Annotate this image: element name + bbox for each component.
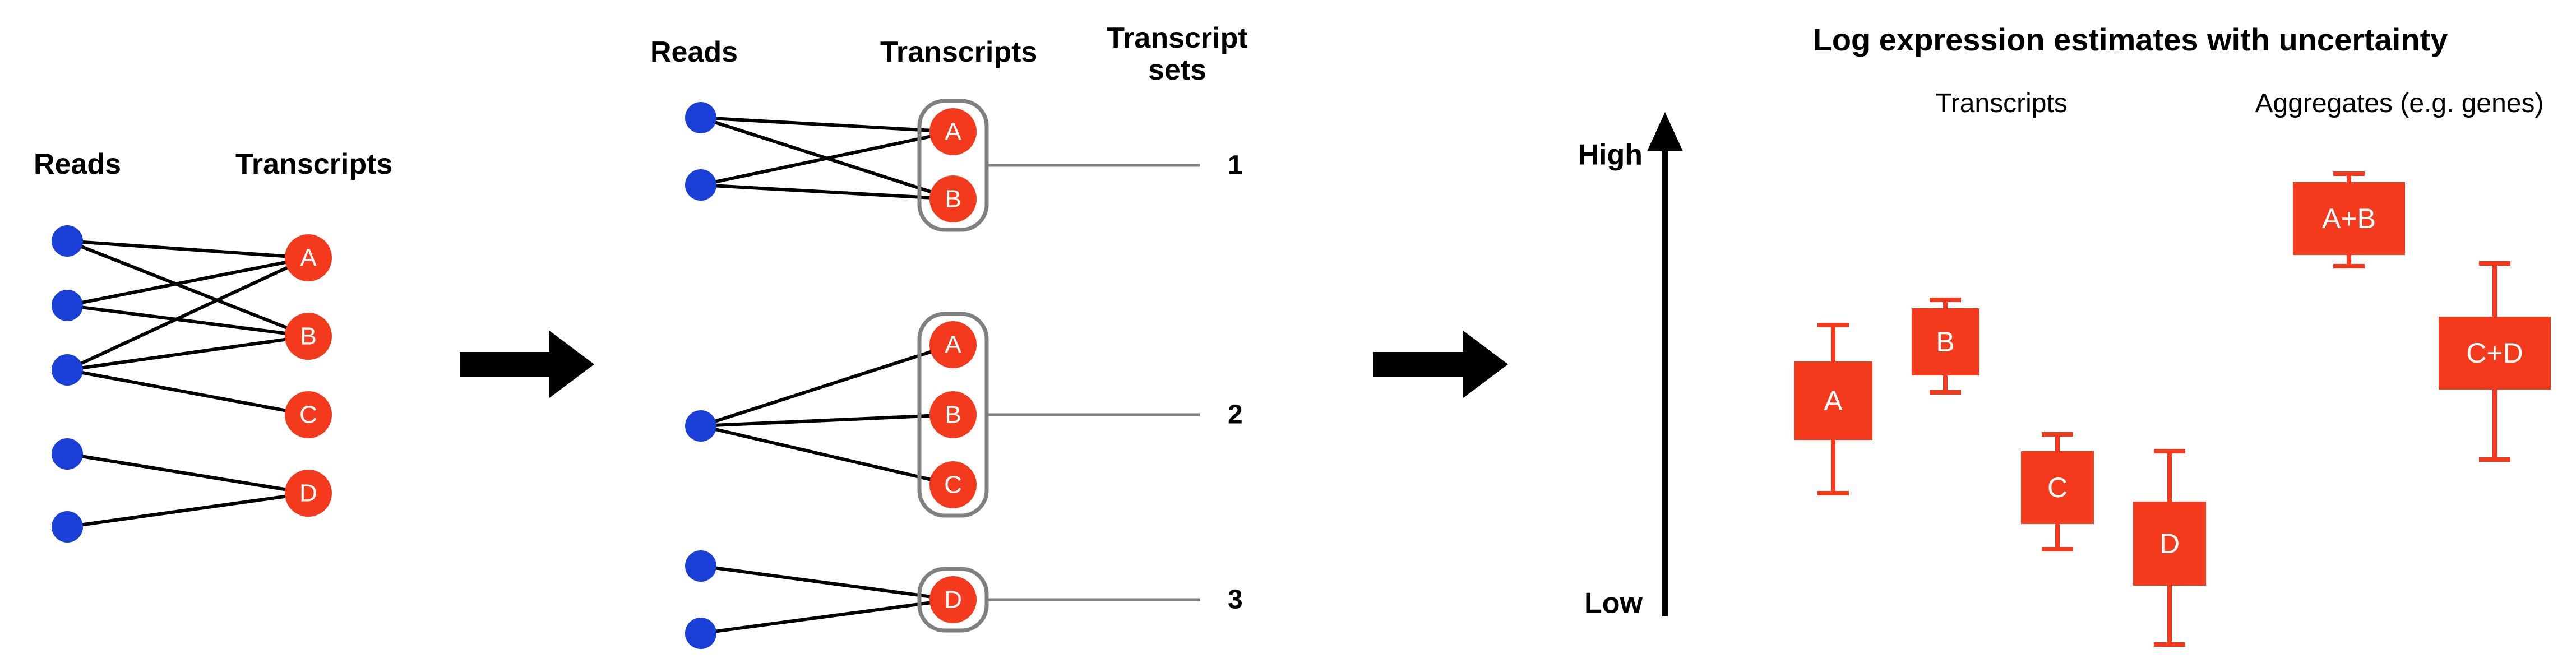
estimate-box-label: A [1824, 385, 1843, 416]
read-node [52, 290, 83, 321]
flow-arrow-icon [1373, 331, 1508, 398]
read-node [685, 169, 716, 201]
read-node [52, 438, 83, 470]
estimate-box-label: D [2159, 528, 2180, 559]
estimate-box-label: C+D [2466, 337, 2523, 369]
transcripts-heading: Transcripts [235, 148, 392, 180]
read-node [52, 354, 83, 386]
read-node [685, 102, 716, 133]
transcript-label: A [945, 331, 961, 359]
bipartite-edge [83, 497, 285, 525]
chart-title: Log expression estimates with uncertaint… [1813, 22, 2448, 57]
bipartite-edge [716, 123, 931, 192]
transcript-label: B [945, 401, 961, 429]
bipartite-edge [716, 186, 929, 198]
bipartite-edge [716, 137, 930, 182]
transcript-label: D [299, 480, 317, 507]
set-index-label: 2 [1228, 400, 1243, 430]
transcript-label: C [944, 471, 962, 499]
bipartite-edge [716, 568, 930, 597]
axis-high-label: High [1578, 139, 1643, 171]
transcript-label: A [300, 244, 317, 272]
reads-heading: Reads [34, 148, 121, 180]
estimate-box-label: A+B [2322, 203, 2376, 234]
flow-arrow-icon [460, 331, 594, 398]
subheading-aggregates: Aggregates (e.g. genes) [2255, 89, 2544, 118]
estimate-box-label: B [1936, 326, 1954, 358]
read-node [685, 410, 716, 442]
read-node [685, 618, 716, 649]
bipartite-edge [83, 456, 285, 489]
read-node [685, 550, 716, 582]
transcript-sets-heading: Transcriptsets [1107, 22, 1247, 86]
read-node [52, 225, 83, 257]
transcript-label: C [299, 401, 317, 429]
subheading-transcripts: Transcripts [1935, 89, 2068, 118]
bipartite-edge [83, 242, 285, 256]
bipartite-edge [83, 308, 285, 333]
transcript-label: A [945, 118, 961, 146]
bipartite-edge [716, 119, 929, 131]
transcript-label: D [944, 586, 962, 614]
bipartite-edge [716, 352, 931, 421]
bipartite-edge [716, 416, 929, 425]
transcript-label: B [945, 186, 961, 213]
read-node [52, 511, 83, 543]
estimate-box-label: C [2047, 472, 2068, 503]
axis-low-label: Low [1584, 587, 1643, 620]
reads-heading: Reads [650, 36, 738, 68]
transcripts-heading: Transcripts [880, 36, 1037, 68]
bipartite-edge [83, 340, 285, 368]
set-index-label: 1 [1228, 151, 1243, 180]
y-axis-arrowhead-icon [1647, 112, 1683, 151]
bipartite-edge [716, 603, 930, 632]
bipartite-edge [83, 373, 285, 410]
set-index-label: 3 [1228, 585, 1243, 615]
bipartite-edge [716, 429, 930, 479]
transcript-label: B [300, 323, 316, 350]
